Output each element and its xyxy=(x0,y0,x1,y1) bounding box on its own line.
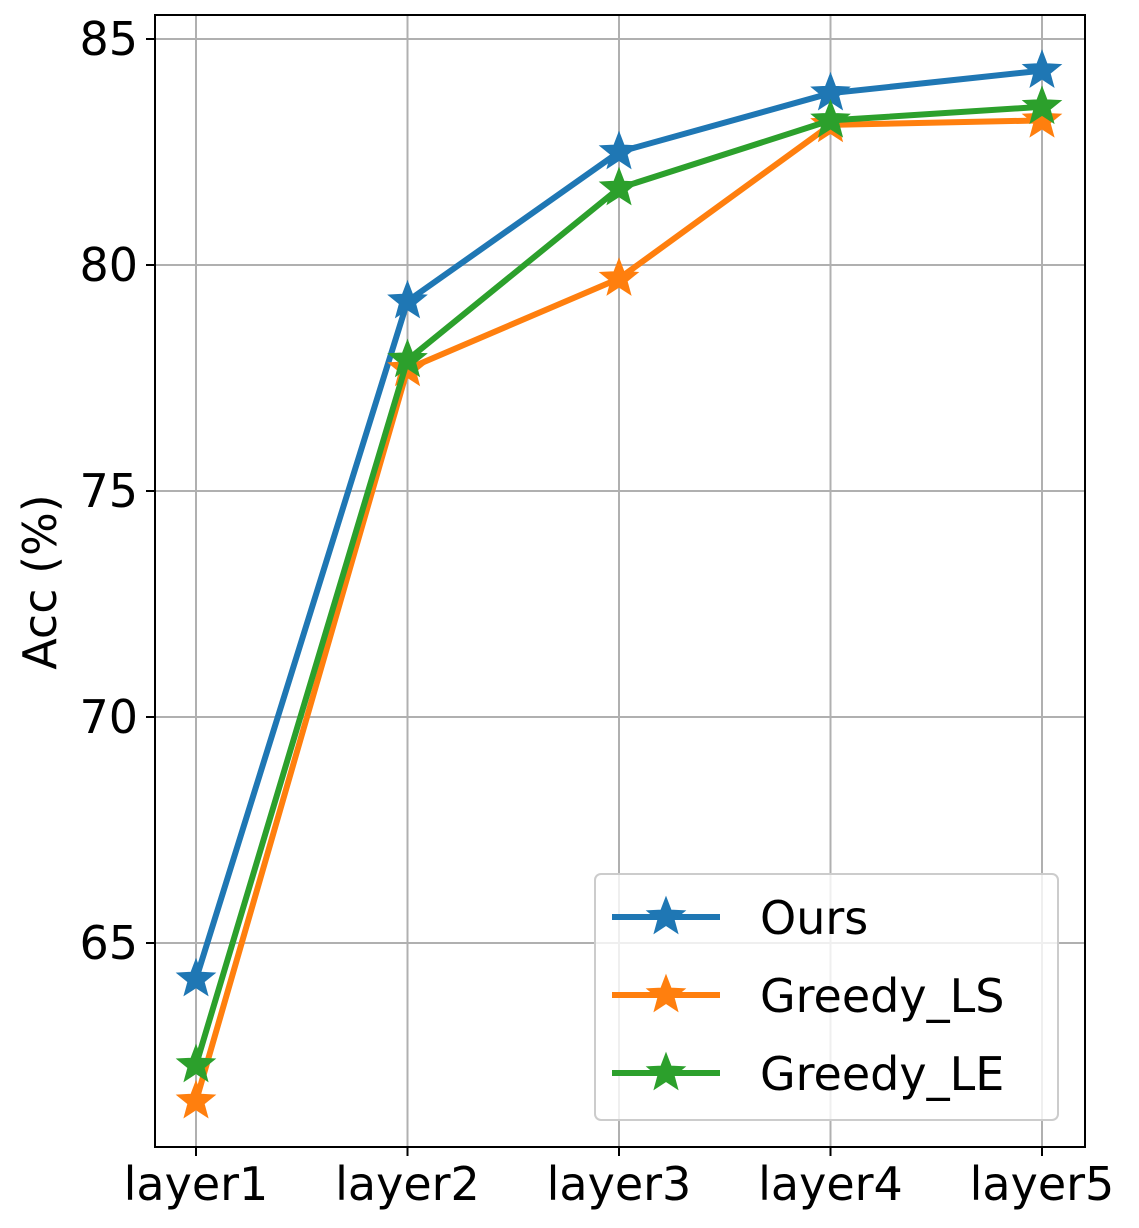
legend-star-icon xyxy=(645,895,687,935)
data-point-star xyxy=(175,1079,217,1119)
data-point-star xyxy=(598,257,640,296)
legend-box xyxy=(594,873,1059,1121)
y-tick-label: 65 xyxy=(79,916,138,970)
data-point-star xyxy=(1021,98,1063,138)
legend-star-icon xyxy=(645,973,687,1013)
data-point-star xyxy=(598,130,640,170)
y-tick-label: 70 xyxy=(79,690,138,744)
series-ours xyxy=(175,49,1063,997)
data-point-star xyxy=(810,98,851,138)
data-point-star xyxy=(175,957,217,997)
y-axis-label: Acc (%) xyxy=(13,494,67,669)
data-point-star xyxy=(1021,49,1063,88)
data-point-star xyxy=(175,1043,217,1083)
y-tick-label: 80 xyxy=(79,238,138,292)
x-tick-label: layer4 xyxy=(758,1157,903,1211)
legend-item: Greedy_LS xyxy=(612,969,1004,1023)
data-point-star xyxy=(1021,85,1063,125)
legend: Ours Greedy_LS Greedy_LE xyxy=(594,873,1059,1121)
legend-label: Greedy_LE xyxy=(760,1047,1004,1101)
x-tick-label: layer2 xyxy=(335,1157,480,1211)
y-tick-label: 85 xyxy=(79,12,138,66)
data-point-star xyxy=(598,166,640,206)
legend-star-icon xyxy=(645,1051,687,1091)
legend-item: Ours xyxy=(612,891,868,945)
legend-label: Ours xyxy=(760,891,868,945)
x-tick-label: layer1 xyxy=(124,1157,269,1211)
x-tick-label: layer3 xyxy=(547,1157,692,1211)
data-point-star xyxy=(387,279,428,319)
legend-label: Greedy_LS xyxy=(760,969,1004,1023)
series-group xyxy=(175,49,1063,1119)
axis-ticks: layer1 layer2 layer3 layer4 layer5 65 70 75 80 85 xyxy=(79,12,1114,1211)
x-tick-label: layer5 xyxy=(970,1157,1115,1211)
series-greedy-le xyxy=(175,85,1063,1083)
data-point-star xyxy=(387,338,428,378)
legend-item: Greedy_LE xyxy=(612,1047,1004,1101)
y-tick-label: 75 xyxy=(79,464,138,518)
